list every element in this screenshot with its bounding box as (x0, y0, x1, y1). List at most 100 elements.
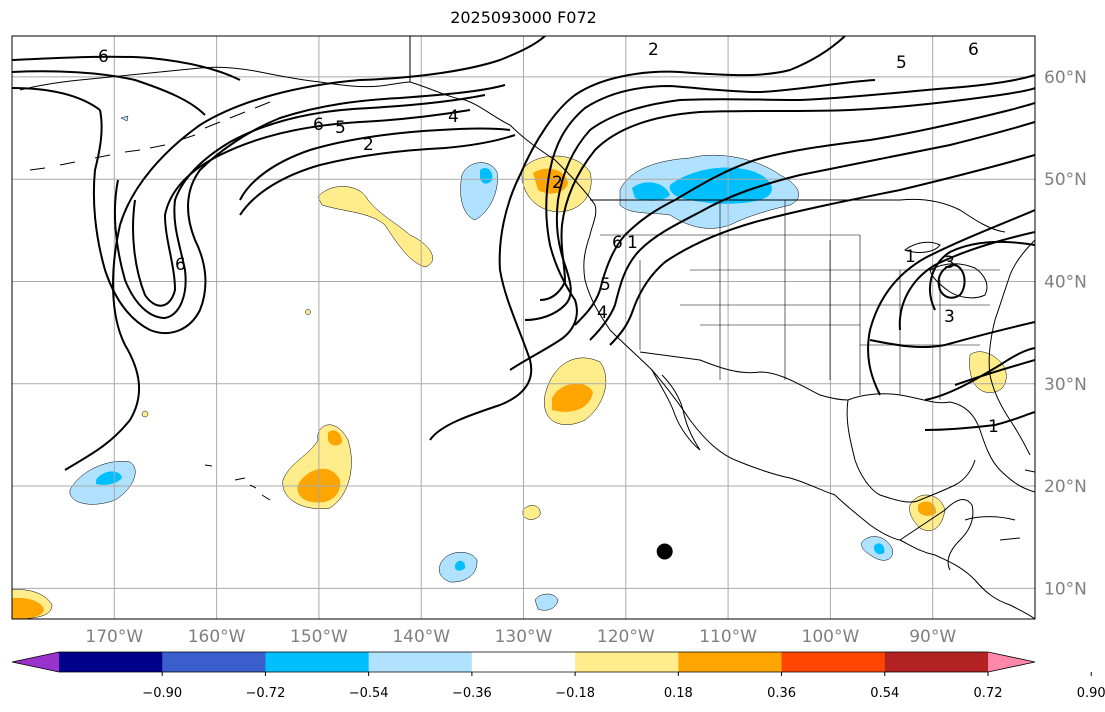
storm-location-marker (656, 543, 673, 560)
anomaly-negative-patch (874, 543, 885, 555)
height-contours (12, 36, 1035, 471)
lat-tick-label: 60°N (1044, 68, 1087, 88)
colorbar (11, 651, 1036, 673)
colorbar-tick-label: 0.54 (870, 686, 899, 701)
contour-line (113, 94, 486, 320)
colorbar-extend-low (12, 652, 59, 672)
lon-tick-label: 150°W (290, 627, 348, 647)
contour-labels: 6 6 2 5 6 2 4 6 1 5 4 2 5 6 1 3 3 1 (98, 40, 999, 437)
anomaly-negative-patch (480, 168, 493, 184)
anomaly-positive-patch (141, 410, 149, 418)
contour-line (132, 109, 471, 307)
colorbar-segment (265, 652, 370, 672)
lat-tick-label: 30°N (1044, 375, 1087, 395)
colorbar-tick-label: −0.90 (142, 686, 182, 701)
contour-line (92, 84, 506, 335)
contour-label: 6 (313, 115, 324, 135)
lon-tick-label: 100°W (802, 627, 860, 647)
anomaly-positive-patch (552, 383, 593, 412)
map-title: 2025093000 F072 (450, 8, 597, 27)
contour-label: 5 (335, 118, 346, 138)
coastline-gulf-of-mexico (846, 393, 1035, 503)
contour-line (429, 36, 846, 441)
contour-line (539, 87, 1035, 301)
contour-label: 3 (944, 253, 955, 273)
lat-tick-label: 10°N (1044, 579, 1087, 599)
contour-label: 5 (896, 53, 907, 73)
anomaly-positive-patch (12, 597, 44, 619)
contour-label: 4 (597, 303, 608, 323)
us-mexico-border (639, 351, 849, 401)
lon-tick-label: 90°W (909, 627, 956, 647)
lon-tick-label: 170°W (85, 627, 143, 647)
contour-label: 6 (968, 40, 979, 60)
colorbar-segment (368, 652, 473, 672)
contour-line (929, 240, 1035, 311)
anomaly-positive-patch (328, 430, 342, 446)
contour-label: 2 (552, 173, 563, 193)
lon-tick-label: 140°W (392, 627, 450, 647)
lon-tick-label: 110°W (699, 627, 757, 647)
colorbar-tick-label: 0.90 (1077, 686, 1105, 701)
contour-line (609, 154, 1035, 346)
anomaly-negative-patch (455, 560, 466, 571)
lat-tick-label: 20°N (1044, 477, 1087, 497)
hawaii-islands (204, 464, 271, 501)
contour-label: 5 (600, 275, 611, 295)
contour-line (509, 79, 876, 371)
contour-line (924, 411, 1035, 431)
colorbar-segment (162, 652, 266, 672)
lat-tick-label: 40°N (1044, 272, 1087, 292)
contour-label: 6 (612, 233, 623, 253)
anomaly-positive-patch (305, 309, 311, 315)
contour-line (12, 55, 241, 81)
map-frame (11, 35, 1036, 620)
anomaly-positive-patch (317, 186, 433, 268)
anomaly-positive-patch (533, 168, 568, 194)
colorbar-tick-label: 0.36 (767, 686, 796, 701)
contour-line (589, 121, 1035, 341)
colorbar-tick-label: −0.72 (246, 686, 286, 701)
contour-label: 6 (175, 255, 186, 275)
contour-line (924, 347, 1035, 401)
aleutian-islands (29, 101, 271, 171)
longitude-labels: 170°W 160°W 150°W 140°W 130°W 120°W 110°W 100°W… (85, 627, 956, 647)
colorbar-segment (59, 652, 163, 672)
anomaly-positive-patch (918, 501, 937, 516)
map-area: 6 6 2 5 6 2 4 6 1 5 4 2 5 6 1 3 3 1 (11, 35, 1036, 620)
colorbar-segment (471, 652, 576, 672)
contour-line (867, 209, 1035, 396)
contour-line (239, 127, 511, 201)
anomaly-negative-patch (632, 182, 670, 201)
contour-line (574, 102, 1035, 326)
coastline-east-coast (988, 239, 1035, 456)
colorbar-segment (884, 652, 989, 672)
contour-label: 1 (627, 233, 638, 253)
latitude-labels: 10°N 20°N 30°N 40°N 50°N 60°N (1044, 68, 1087, 599)
lon-tick-label: 130°W (495, 627, 553, 647)
contour-line (954, 359, 1035, 386)
contour-label: 1 (988, 417, 999, 437)
caribbean-islands (964, 469, 1035, 541)
lat-tick-label: 50°N (1044, 170, 1087, 190)
colorbar-tick-label: −0.36 (452, 686, 492, 701)
contour-label: 2 (363, 135, 374, 155)
coastlines-and-borders (19, 36, 1035, 619)
lon-tick-label: 120°W (597, 627, 655, 647)
contour-line (12, 87, 101, 111)
alaska-coast (19, 66, 411, 91)
contour-label: 3 (944, 307, 955, 327)
gridlines (12, 36, 1035, 619)
contour-line (937, 263, 966, 299)
contour-line (898, 231, 1035, 331)
coastline-baja-california (651, 369, 701, 451)
colorbar-segment (781, 652, 886, 672)
anomaly-negative-patch (120, 115, 129, 122)
colorbar-extend-high (988, 652, 1035, 672)
colorbar-tick-label: 0.72 (974, 686, 1003, 701)
contour-label: 4 (448, 107, 459, 127)
contour-line (869, 321, 1035, 349)
colorbar-segment (678, 652, 783, 672)
lon-tick-label: 160°W (188, 627, 246, 647)
contour-label: 6 (98, 47, 109, 67)
